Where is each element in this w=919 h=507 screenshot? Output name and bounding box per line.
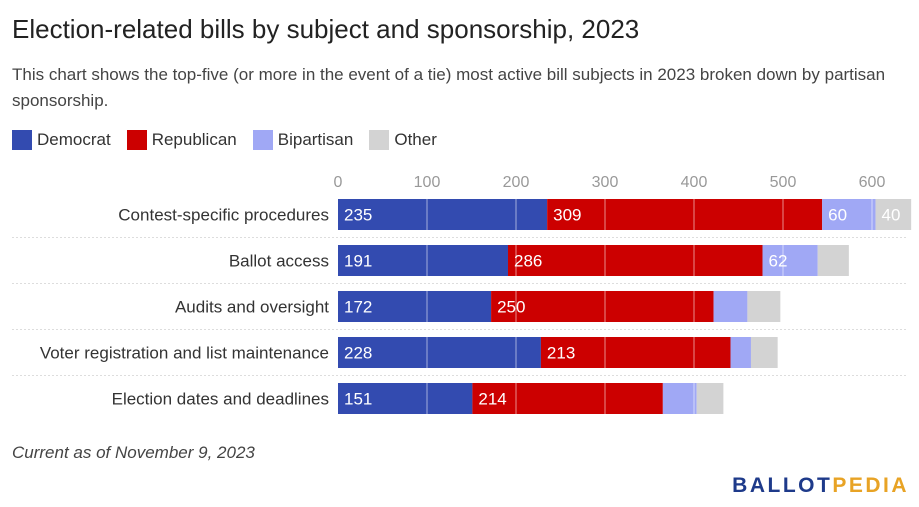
data-label-republican-ballot-access: 286 — [514, 252, 542, 271]
legend-item-democrat[interactable]: Democrat — [12, 130, 111, 150]
data-label-bipartisan-contest-specific-procedures: 60 — [828, 206, 847, 225]
data-label-democrat-contest-specific-procedures: 235 — [344, 206, 372, 225]
legend-item-other[interactable]: Other — [369, 130, 437, 150]
bar-other-contest-specific-procedures — [875, 199, 912, 230]
category-label-audits-and-oversight: Audits and oversight — [175, 298, 329, 317]
bar-other-voter-registration-and-list-maintenance — [750, 337, 778, 368]
logo-part-pedia: PEDIA — [832, 474, 909, 497]
x-tick-label-500: 500 — [770, 174, 797, 191]
bar-bipartisan-audits-and-oversight — [713, 291, 748, 322]
data-label-democrat-ballot-access: 191 — [344, 252, 372, 271]
bar-bipartisan-election-dates-and-deadlines — [662, 383, 697, 414]
x-tick-label-300: 300 — [592, 174, 619, 191]
bar-republican-audits-and-oversight — [491, 291, 714, 322]
stacked-bar-chart: 0 100 200 300 400 500 600 Contest-specific proc… — [12, 174, 912, 414]
data-label-republican-voter-registration-and-list-maintenance: 213 — [547, 344, 575, 363]
x-tick-label-100: 100 — [414, 174, 441, 191]
date-note: Current as of November 9, 2023 — [12, 443, 255, 462]
ballotpedia-logo: BALLOTPEDIA — [732, 474, 909, 498]
bar-republican-voter-registration-and-list-maintenance — [540, 337, 731, 368]
category-label-voter-registration-and-list-maintenance: Voter registration and list maintenance — [40, 344, 329, 363]
legend-item-bipartisan[interactable]: Bipartisan — [252, 130, 354, 150]
legend-label-democrat: Democrat — [37, 130, 111, 149]
legend-swatch-other — [369, 130, 390, 150]
chart-subtitle: This chart shows the top-five (or more i… — [12, 65, 886, 110]
data-label-bipartisan-ballot-access: 62 — [769, 252, 788, 271]
bar-other-audits-and-oversight — [747, 291, 781, 322]
bar-other-election-dates-and-deadlines — [696, 383, 724, 414]
legend-swatch-bipartisan — [252, 130, 273, 150]
bar-bipartisan-voter-registration-and-list-maintenance — [730, 337, 751, 368]
bar-republican-election-dates-and-deadlines — [472, 383, 663, 414]
legend-swatch-republican — [126, 130, 147, 150]
x-tick-label-400: 400 — [681, 174, 708, 191]
bar-bipartisan-ballot-access — [762, 245, 818, 276]
data-label-republican-election-dates-and-deadlines: 214 — [478, 390, 506, 409]
legend: Democrat Republican Bipartisan Other — [12, 129, 453, 151]
bar-bipartisan-contest-specific-procedures — [822, 199, 876, 230]
legend-label-bipartisan: Bipartisan — [277, 130, 354, 149]
category-label-contest-specific-procedures: Contest-specific procedures — [118, 206, 329, 225]
x-tick-label-600: 600 — [859, 174, 886, 191]
bar-democrat-contest-specific-procedures — [338, 199, 548, 230]
bar-other-ballot-access — [817, 245, 849, 276]
data-label-other-contest-specific-procedures: 40 — [882, 206, 901, 225]
bar-republican-contest-specific-procedures — [547, 199, 823, 230]
legend-item-republican[interactable]: Republican — [126, 130, 237, 150]
category-label-election-dates-and-deadlines: Election dates and deadlines — [112, 390, 329, 409]
data-label-democrat-voter-registration-and-list-maintenance: 228 — [344, 344, 372, 363]
legend-label-other: Other — [394, 130, 437, 149]
x-tick-label-0: 0 — [334, 174, 343, 191]
bar-democrat-voter-registration-and-list-maintenance — [338, 337, 541, 368]
data-label-republican-contest-specific-procedures: 309 — [553, 206, 581, 225]
chart-title: Election-related bills by subject and sp… — [12, 14, 640, 44]
bar-democrat-audits-and-oversight — [338, 291, 492, 322]
data-label-republican-audits-and-oversight: 250 — [497, 298, 525, 317]
bar-republican-ballot-access — [507, 245, 763, 276]
legend-swatch-democrat — [12, 130, 32, 150]
category-label-ballot-access: Ballot access — [229, 252, 329, 271]
logo-part-ballot: BALLOT — [732, 474, 833, 497]
bar-democrat-ballot-access — [338, 245, 508, 276]
legend-label-republican: Republican — [151, 130, 237, 149]
bar-democrat-election-dates-and-deadlines — [338, 383, 473, 414]
data-label-democrat-audits-and-oversight: 172 — [344, 298, 372, 317]
x-tick-label-200: 200 — [503, 174, 530, 191]
data-label-democrat-election-dates-and-deadlines: 151 — [344, 390, 372, 409]
